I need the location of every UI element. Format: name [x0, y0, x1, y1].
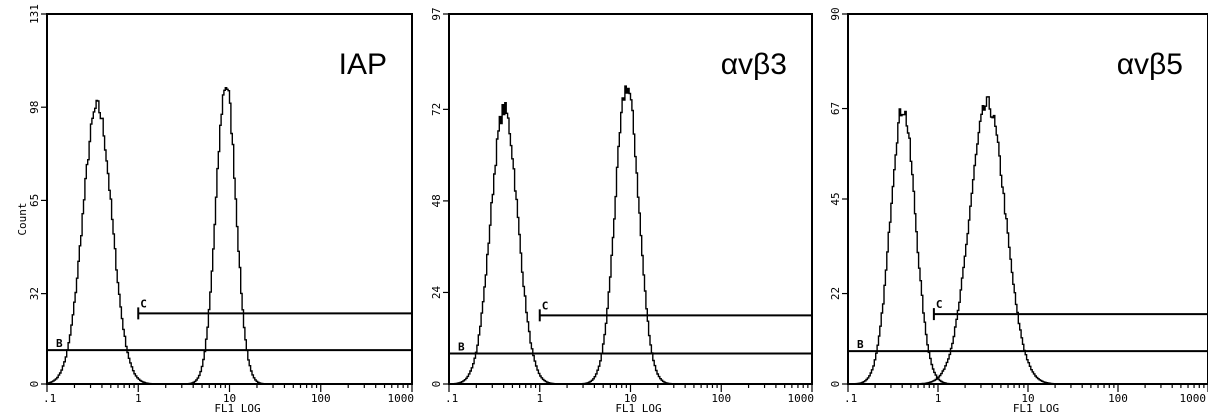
- y-tick-label: 65: [28, 194, 41, 207]
- panel-label: IAP: [339, 48, 387, 81]
- y-tick-label: 0: [28, 381, 41, 388]
- y-tick-label: 90: [829, 7, 842, 20]
- y-tick-label: 98: [28, 101, 41, 114]
- x-tick-label: 1000: [788, 392, 815, 405]
- x-tick-label: 1: [935, 392, 942, 405]
- x-tick-label: 10: [624, 392, 637, 405]
- x-tick-label: .1: [445, 392, 458, 405]
- x-axis-title: FL1 LOG: [1013, 402, 1059, 415]
- y-tick-label: 48: [430, 194, 443, 207]
- x-tick-label: .1: [43, 392, 56, 405]
- y-tick-label: 72: [430, 103, 443, 116]
- y-axis-title: Count: [16, 202, 29, 235]
- y-tick-label: 97: [430, 7, 443, 20]
- gate-c-label: C: [542, 299, 549, 312]
- x-tick-label: 10: [1021, 392, 1034, 405]
- y-tick-label: 0: [829, 381, 842, 388]
- x-tick-label: 100: [711, 392, 731, 405]
- y-tick-label: 131: [28, 4, 41, 24]
- histogram-series-2: [47, 87, 412, 385]
- x-tick-label: 1: [536, 392, 543, 405]
- x-tick-label: 10: [223, 392, 236, 405]
- y-tick-label: 67: [829, 102, 842, 115]
- y-tick-label: 0: [430, 381, 443, 388]
- histogram-series-1: [47, 99, 412, 385]
- x-axis-title: FL1 LOG: [615, 402, 661, 415]
- x-tick-label: 100: [311, 392, 331, 405]
- x-tick-label: 1000: [388, 392, 415, 405]
- y-tick-label: 45: [829, 192, 842, 205]
- histogram-series-1: [449, 102, 812, 385]
- y-tick-label: 32: [28, 287, 41, 300]
- y-tick-label: 24: [430, 285, 443, 299]
- gate-c-label: C: [140, 297, 147, 310]
- panel-label: αvβ3: [721, 48, 787, 81]
- x-tick-label: .1: [844, 392, 857, 405]
- histogram-series-2: [449, 85, 812, 385]
- panel-label: αvβ5: [1117, 48, 1183, 81]
- gate-b-label: B: [857, 338, 864, 351]
- x-tick-label: 1: [135, 392, 142, 405]
- x-tick-label: 1000: [1180, 392, 1207, 405]
- histogram-series-1: [848, 108, 1208, 385]
- x-axis-title: FL1 LOG: [214, 402, 260, 415]
- gate-b-label: B: [458, 340, 465, 353]
- x-tick-label: 100: [1108, 392, 1128, 405]
- y-tick-label: 22: [829, 287, 842, 300]
- histogram-panel-1: .1 1 10 100 1000 FL1 LOG 0 32 65 98 131 Count B C IAP: [16, 4, 414, 415]
- histogram-series-2: [848, 96, 1208, 385]
- gate-c-label: C: [936, 298, 943, 311]
- gate-b-label: B: [56, 337, 63, 350]
